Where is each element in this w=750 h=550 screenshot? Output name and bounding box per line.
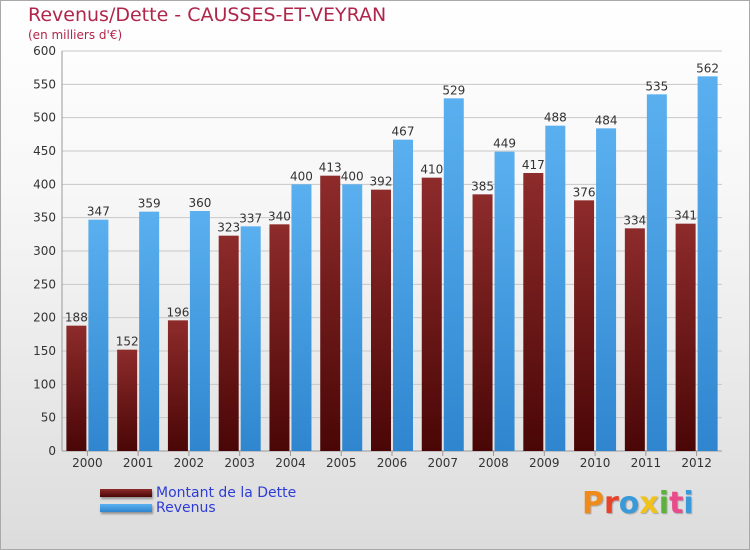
y-tick-label: 250 [33,277,56,291]
bar-dette [218,235,239,451]
bar-dette [675,223,696,451]
data-label-dette: 152 [116,335,139,349]
y-tick-label: 300 [33,244,56,258]
logo-letter: o [618,486,640,521]
data-label-revenus: 360 [188,196,211,210]
bar-dette [167,320,188,451]
x-tick-label: 2009 [529,456,560,470]
y-tick-label: 600 [33,44,56,58]
data-label-dette: 340 [268,209,291,223]
x-tick-label: 2005 [326,456,357,470]
data-label-revenus: 529 [442,83,465,97]
bar-revenus [697,76,718,451]
bar-dette [269,224,290,451]
data-label-revenus: 337 [239,211,262,225]
bar-dette [117,349,138,451]
bar-dette [421,177,442,451]
y-tick-label: 550 [33,77,56,91]
bar-revenus [189,211,210,451]
bar-revenus [494,151,515,451]
logo-letter: i [683,486,694,521]
x-tick-label: 2007 [427,456,458,470]
y-tick-label: 450 [33,144,56,158]
chart-title: Revenus/Dette - CAUSSES-ET-VEYRAN [28,4,387,26]
data-label-dette: 385 [471,179,494,193]
data-label-revenus: 400 [341,169,364,183]
bar-revenus [139,211,160,451]
bar-dette [624,228,645,451]
data-label-revenus: 449 [493,137,516,151]
proxiti-logo: Proxiti [582,486,694,521]
logo-letter: t [669,486,684,521]
bar-dette [320,175,341,451]
data-label-dette: 410 [420,163,443,177]
y-tick-label: 500 [33,111,56,125]
data-label-revenus: 467 [392,125,415,139]
x-tick-label: 2011 [631,456,662,470]
x-tick-label: 2002 [174,456,205,470]
y-tick-label: 0 [48,444,56,458]
bar-dette [472,194,493,452]
data-label-revenus: 484 [595,113,618,127]
bar-dette [574,200,595,451]
x-tick-label: 2012 [681,456,712,470]
data-label-revenus: 535 [645,79,668,93]
y-tick-label: 150 [33,344,56,358]
bar-dette [371,189,391,451]
y-tick-label: 350 [33,211,56,225]
data-label-dette: 417 [522,158,545,172]
data-label-dette: 334 [623,213,646,227]
x-tick-label: 2000 [72,456,103,470]
logo-letter: x [639,486,659,521]
data-label-dette: 188 [65,311,88,325]
bar-revenus [240,226,261,451]
logo-letter: P [582,486,604,521]
legend-label-dette: Montant de la Dette [156,485,297,501]
x-tick-label: 2003 [224,456,255,470]
bar-revenus [393,139,413,451]
legend-swatch-revenus [100,504,152,512]
data-label-dette: 376 [573,185,596,199]
y-tick-label: 400 [33,177,56,191]
data-label-revenus: 400 [290,169,313,183]
data-label-revenus: 488 [544,111,567,125]
data-label-revenus: 562 [696,61,719,75]
logo-letter: r [604,486,619,521]
bar-revenus [88,219,109,451]
data-label-revenus: 359 [138,197,161,211]
data-label-dette: 341 [674,209,697,223]
x-tick-label: 2004 [275,456,306,470]
legend-swatch-dette [100,489,152,497]
data-label-dette: 413 [319,161,342,175]
y-tick-label: 50 [41,411,56,425]
bar-revenus [342,184,363,452]
bar-revenus [545,125,566,452]
data-label-dette: 392 [370,175,393,189]
y-tick-label: 200 [33,311,56,325]
legend-label-revenus: Revenus [156,500,216,516]
bar-revenus [646,94,667,451]
bar-revenus [291,184,312,452]
x-tick-label: 2001 [123,456,154,470]
x-tick-label: 2010 [580,456,611,470]
y-tick-label: 100 [33,377,56,391]
chart-subtitle: (en milliers d'€) [28,28,123,42]
bar-dette [523,173,544,451]
data-label-dette: 323 [217,221,240,235]
x-tick-label: 2006 [377,456,408,470]
data-label-dette: 196 [166,305,189,319]
x-tick-label: 2008 [478,456,509,470]
bar-dette [66,325,87,451]
bar-revenus [596,128,617,452]
data-label-revenus: 347 [87,205,110,219]
logo-letter: i [658,486,670,521]
bar-revenus [443,98,464,451]
